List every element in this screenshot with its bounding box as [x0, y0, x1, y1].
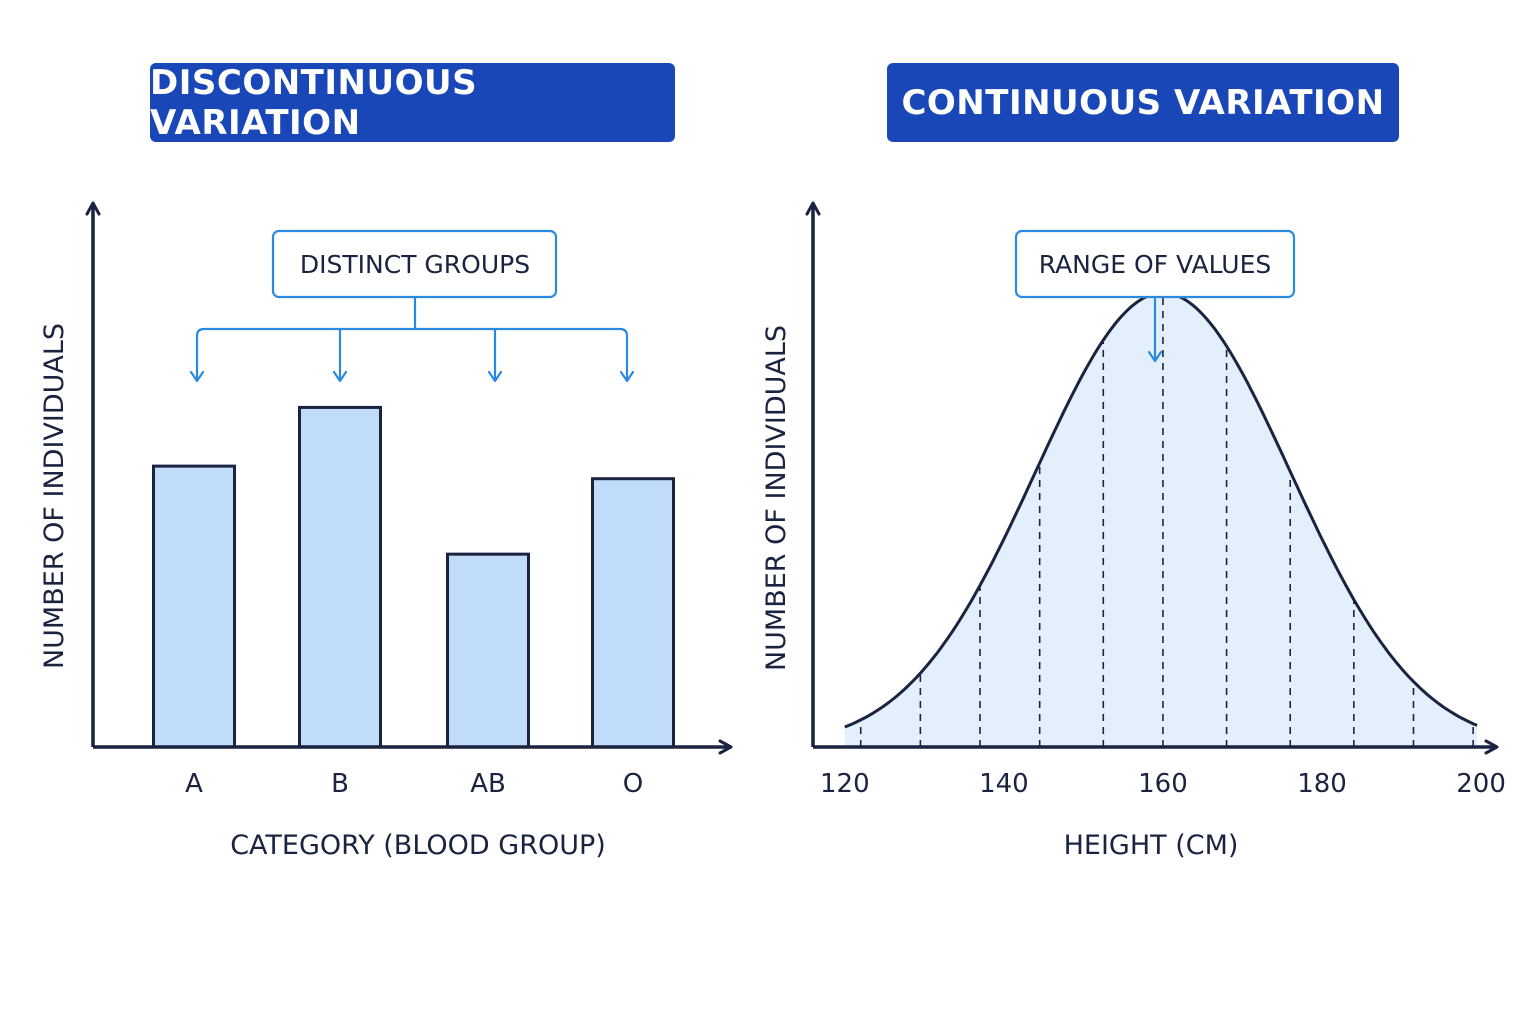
connector-bracket: [195, 327, 629, 337]
discontinuous-variation-title: DISCONTINUOUS VARIATION: [150, 63, 675, 143]
x-tick-labels: 120 140 160 180 200: [820, 769, 1506, 799]
x-tick-label-140: 140: [979, 769, 1029, 799]
x-tick-labels: A B AB O: [185, 769, 643, 799]
continuous-variation-title: CONTINUOUS VARIATION: [887, 63, 1399, 142]
bar-y-axis-title: NUMBER OF INDIVIDUALS: [39, 323, 70, 669]
distribution-area: [844, 292, 1478, 747]
range-of-values-callout-label: RANGE OF VALUES: [1039, 250, 1272, 279]
height-y-axis-title: NUMBER OF INDIVIDUALS: [761, 325, 792, 671]
bar-ab: [446, 552, 530, 749]
x-tick-label-a: A: [185, 769, 203, 799]
height-x-axis-title: HEIGHT (CM): [1064, 830, 1239, 861]
distinct-groups-connectors: [197, 297, 627, 381]
bar-b: [298, 405, 382, 749]
bar-chart: A B AB O DISTINCT GROUPS CATEGORY (BLOOD GR…: [39, 201, 733, 861]
distribution-dashed-lines: [859, 294, 1474, 747]
x-tick-label-b: B: [331, 769, 349, 799]
x-tick-label-ab: AB: [470, 769, 506, 799]
bar-group: [152, 405, 675, 749]
x-tick-label-160: 160: [1138, 769, 1188, 799]
distinct-groups-callout-label: DISTINCT GROUPS: [300, 250, 530, 279]
x-tick-label-120: 120: [820, 769, 870, 799]
bar-a: [152, 464, 236, 749]
x-tick-label-200: 200: [1456, 769, 1506, 799]
bar-x-axis-title: CATEGORY (BLOOD GROUP): [230, 830, 606, 861]
distribution-chart: 120 140 160 180 200 RANGE OF VALUES HEIGHT (…: [761, 201, 1506, 861]
bar-o: [591, 477, 675, 749]
x-tick-label-180: 180: [1297, 769, 1347, 799]
x-tick-label-o: O: [623, 769, 643, 799]
